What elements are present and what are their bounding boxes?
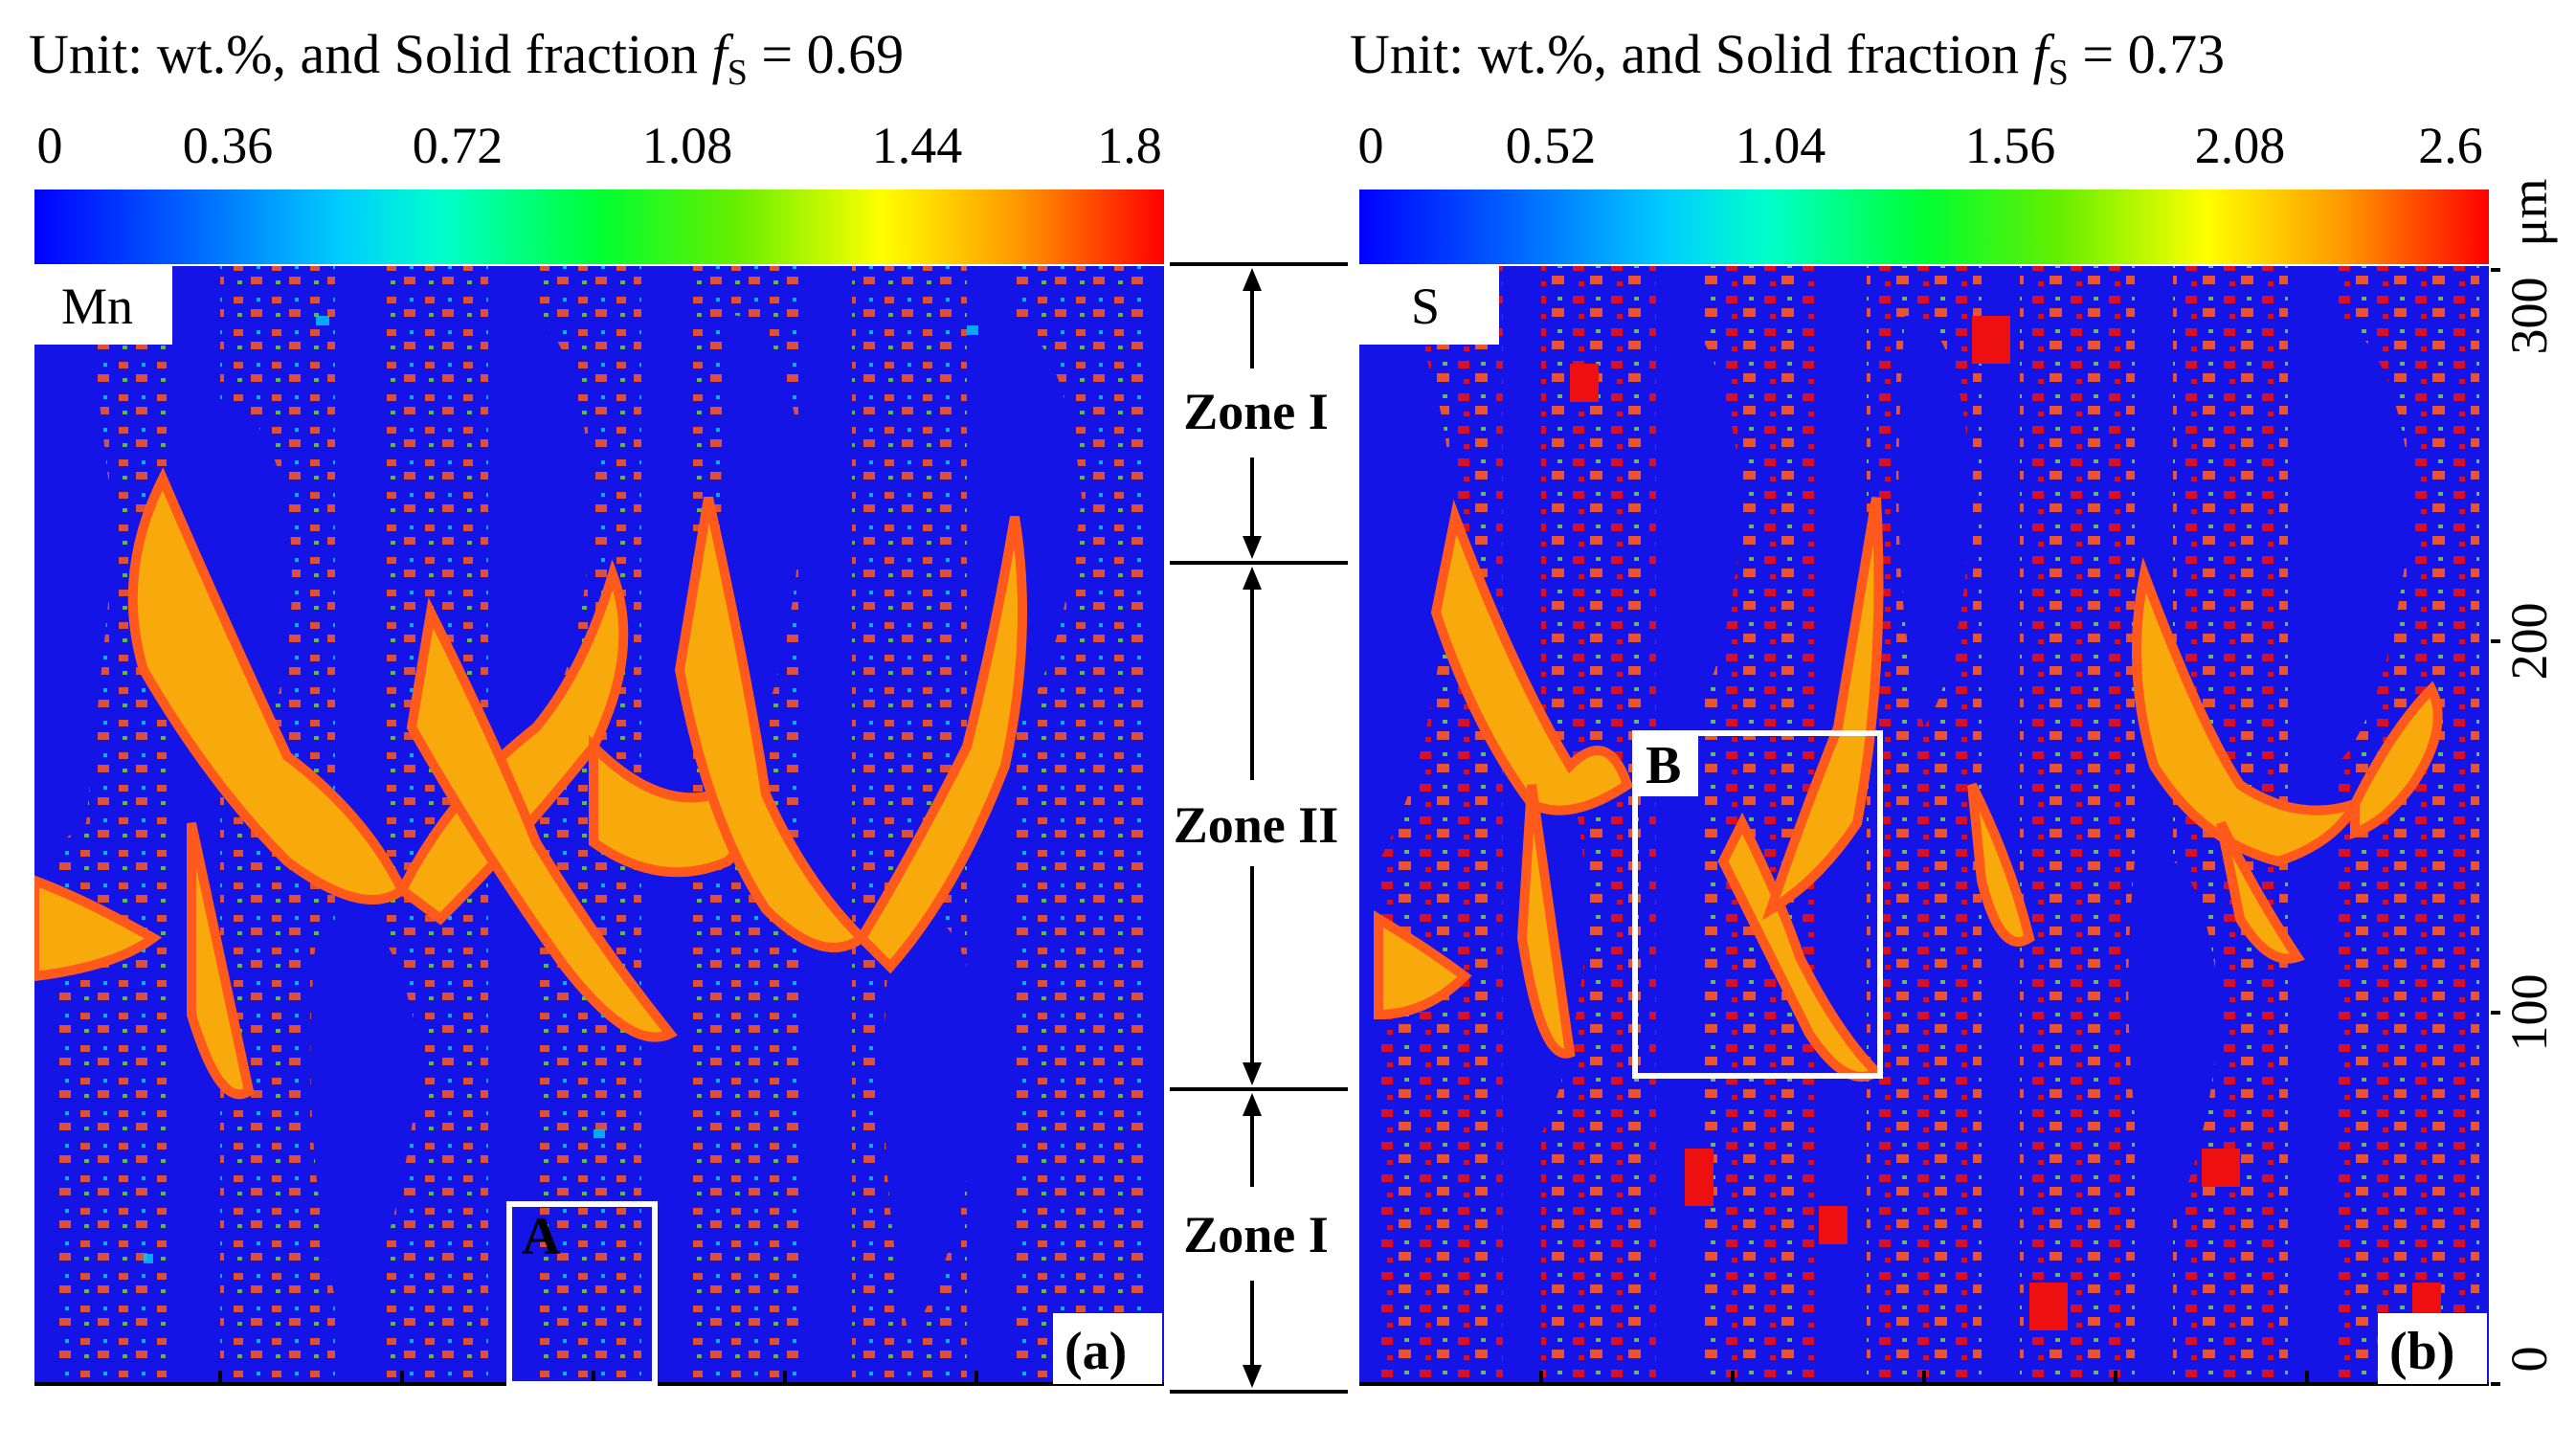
- axis-tick: 300: [2500, 278, 2558, 355]
- element-label-a: Mn: [61, 278, 133, 335]
- colorbar-b-tick: 1.04: [1736, 117, 1826, 174]
- colorbar-a-tick: 0: [37, 117, 63, 174]
- colorbar-b: [1359, 190, 2489, 264]
- map-b: [1359, 266, 2489, 1386]
- colorbar-b-tick: 0.52: [1506, 117, 1597, 174]
- panel-label-b: (b): [2389, 1322, 2454, 1381]
- roi-label-b: B: [1646, 736, 1681, 795]
- arrow-down-icon: [1243, 1062, 1262, 1085]
- panel-label-box-a: [1053, 1313, 1162, 1384]
- arrow-up-icon: [1243, 268, 1262, 291]
- panel-a-title: Unit: wt.%, and Solid fraction fS = 0.69: [29, 23, 904, 93]
- y-axis-right: 0 100 200 300 μm: [2491, 179, 2558, 1386]
- element-label-b: S: [1411, 278, 1440, 335]
- element-label-box-b: [1359, 266, 1499, 345]
- colorbar-b-tick: 2.08: [2195, 117, 2286, 174]
- colorbar-b-tick: 1.56: [1965, 117, 2056, 174]
- arrow-down-icon: [1243, 1365, 1262, 1388]
- colorbar-b-tick: 2.6: [2418, 117, 2483, 174]
- colorbar-b-ticks: 0 0.52 1.04 1.56 2.08 2.6: [1358, 117, 2483, 174]
- colorbar-a-tick: 1.8: [1097, 117, 1162, 174]
- zone-label: Zone I: [1183, 383, 1329, 440]
- roi-label-box-b: [1635, 733, 1698, 796]
- arrow-up-icon: [1243, 567, 1262, 590]
- roi-box-a: [506, 1201, 658, 1387]
- arrow-up-icon: [1243, 1093, 1262, 1116]
- colorbar-b-tick: 0: [1358, 117, 1384, 174]
- axis-unit: μm: [2500, 179, 2558, 247]
- zone-label: Zone I: [1183, 1206, 1329, 1263]
- colorbar-a-tick: 0.36: [183, 117, 274, 174]
- axis-tick: 0: [2500, 1347, 2558, 1373]
- panel-b-title: Unit: wt.%, and Solid fraction fS = 0.73: [1350, 23, 2225, 93]
- element-label-box-a: [34, 266, 172, 345]
- arrow-down-icon: [1243, 536, 1262, 559]
- zone-annotation: [1170, 262, 1348, 1394]
- panel-label-box-b: [2378, 1313, 2487, 1384]
- panel-label-a: (a): [1064, 1322, 1127, 1381]
- roi-label-a: A: [522, 1207, 561, 1266]
- roi-box-b: [1632, 730, 1883, 1079]
- colorbar-a-tick: 1.44: [872, 117, 963, 174]
- zone-label: Zone II: [1174, 796, 1339, 854]
- axis-tick: 200: [2500, 603, 2558, 681]
- colorbar-a-ticks: 0 0.36 0.72 1.08 1.44 1.8: [37, 117, 1162, 174]
- map-a: [34, 266, 1164, 1386]
- colorbar-a-tick: 0.72: [413, 117, 504, 174]
- colorbar-a: [34, 190, 1164, 264]
- panel-a: Unit: wt.%, and Solid fraction fS = 0.69…: [29, 23, 1164, 1387]
- panel-b: Unit: wt.%, and Solid fraction fS = 0.73…: [1350, 23, 2489, 1386]
- axis-tick: 100: [2500, 974, 2558, 1052]
- colorbar-a-tick: 1.08: [642, 117, 733, 174]
